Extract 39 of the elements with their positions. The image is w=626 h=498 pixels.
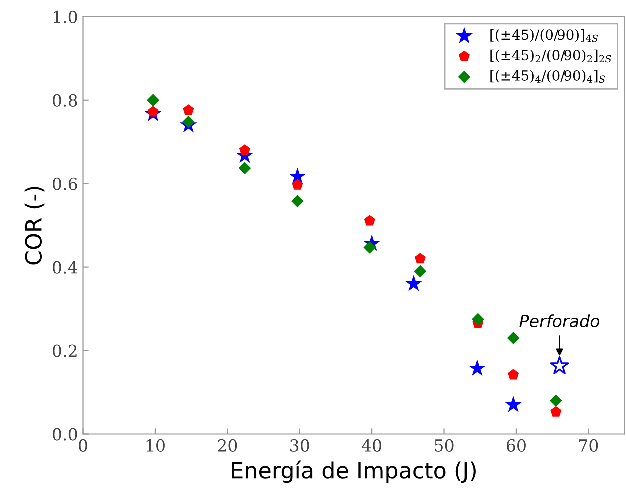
legend-label: [(±45)$_{4}$/(0/90)$_{4}$]$_{S}$ [490,70,606,84]
point [504,396,522,412]
x-tick-label: 10 [146,439,165,452]
x-tick-label: 70 [579,439,598,452]
point [414,265,427,278]
y-tick-label: 0.4 [52,261,78,274]
y-tick-label: 0.6 [52,178,78,190]
legend-label: [(±45)/(0/90)]$_{4S}$ [490,29,598,42]
point [239,144,251,156]
y-tick-label: 0.0 [52,428,78,441]
point [550,356,570,374]
point [291,195,304,208]
point [183,104,194,116]
point [468,360,486,376]
point [364,215,376,226]
annotation: Perforado [520,314,600,328]
y-tick-label: 0.2 [52,344,77,358]
point [507,332,520,344]
point [550,394,562,408]
x-tick-label: 0 [79,439,88,452]
point [147,94,160,107]
x-tick-label: 30 [290,439,310,452]
y-axis-title: COR (-) [24,187,45,265]
point [414,253,426,264]
legend-label: [(±45)$_{2}$/(0/90)$_{2}$]$_{2S}$ [490,50,612,63]
point [292,179,304,190]
point [472,313,484,326]
x-tick-label: 50 [435,439,454,452]
y-tick-label: 0.8 [52,94,78,107]
point [405,274,423,292]
point [182,116,195,128]
point [238,162,252,175]
point [550,406,562,417]
x-tick-label: 20 [218,439,238,452]
x-tick-label: 40 [362,439,382,452]
y-tick-label: 1.0 [54,10,78,24]
point [508,369,520,380]
x-tick-label: 60 [506,439,526,452]
x-axis-title: Energía de Impacto (J) [232,460,476,484]
